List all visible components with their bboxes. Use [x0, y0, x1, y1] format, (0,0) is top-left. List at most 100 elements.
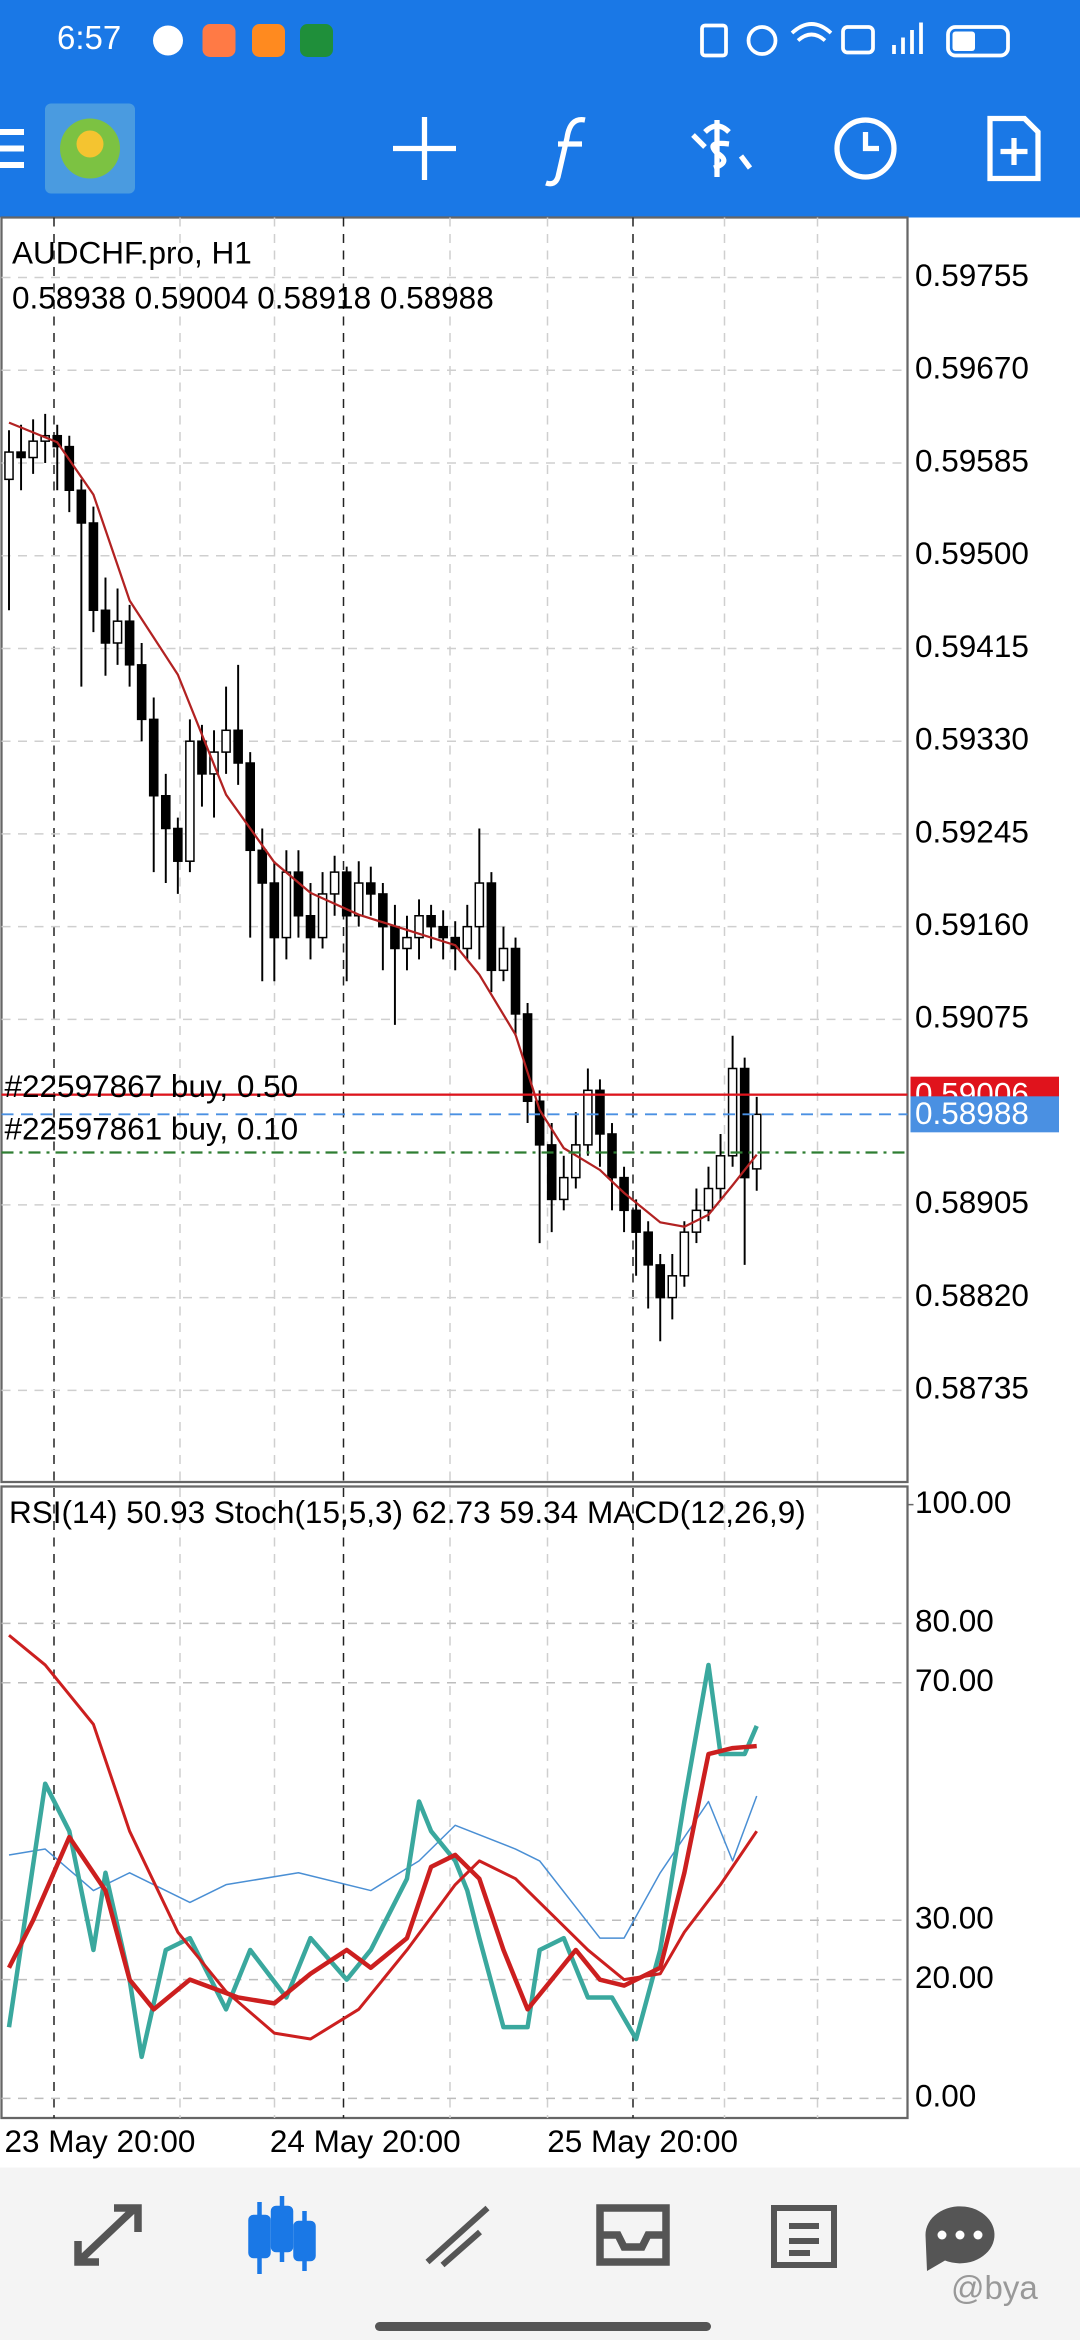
- btn-new-order[interactable]: [987, 115, 1041, 182]
- system-icons: [700, 22, 1010, 58]
- candle-body: [353, 882, 364, 917]
- btn-crosshair[interactable]: [393, 117, 456, 180]
- icon-nfc: [700, 23, 728, 58]
- y-tick-label: 0.59670: [915, 350, 1029, 386]
- candle-body: [124, 620, 135, 666]
- icon-hd: [841, 25, 875, 55]
- price-tag: [910, 1096, 1059, 1133]
- bottom-nav: [0, 2167, 1080, 2340]
- y-tick-label: 0.59415: [915, 628, 1029, 664]
- nav-icons: [74, 2204, 837, 2268]
- y-tick-label: 100.00: [915, 1484, 1011, 1520]
- clock-hands: [862, 132, 879, 152]
- nav-quotes[interactable]: [74, 2204, 142, 2266]
- candle-body: [643, 1231, 653, 1266]
- nav-history[interactable]: [596, 2204, 670, 2266]
- nav-trade[interactable]: [425, 2205, 490, 2268]
- y-tick-label: 0.58905: [915, 1184, 1029, 1220]
- candle-body: [197, 740, 207, 775]
- candle-body: [739, 1067, 750, 1179]
- candle-body: [715, 1155, 726, 1190]
- candle-body: [462, 925, 473, 950]
- candle-body: [281, 871, 292, 939]
- icon-alarm: [746, 25, 778, 56]
- candle-body: [486, 882, 497, 972]
- candle-body: [558, 1176, 569, 1201]
- notification-icons: [153, 24, 333, 57]
- y-tick-label: 30.00: [915, 1900, 994, 1936]
- candle-body: [16, 451, 26, 459]
- nav-chart-body: [293, 2220, 316, 2262]
- icon-signal: [892, 22, 923, 54]
- candle-body: [474, 882, 485, 928]
- x-tick-label: 23 May 20:00: [5, 2123, 196, 2159]
- x-tick-label: 24 May 20:00: [270, 2123, 461, 2159]
- x-tick-label: 25 May 20:00: [547, 2123, 738, 2159]
- candle-body: [88, 522, 99, 612]
- candle-body: [583, 1089, 593, 1146]
- candle-body: [595, 1089, 605, 1135]
- nav-news[interactable]: [771, 2205, 837, 2268]
- candle-body: [136, 664, 147, 721]
- candle-body: [727, 1067, 738, 1157]
- candle-body: [305, 915, 316, 939]
- menu-button[interactable]: [0, 129, 24, 168]
- btn-timeframe[interactable]: [834, 117, 897, 180]
- nav-chart-body: [248, 2214, 271, 2259]
- indicator-line: [6, 1662, 759, 2060]
- candle-body: [414, 915, 424, 939]
- candle-body: [329, 871, 340, 895]
- btn-objects[interactable]: [691, 120, 753, 177]
- y-tick-label: 0.59160: [915, 906, 1029, 942]
- y-tick-label: 20.00: [915, 1959, 994, 1995]
- candle-body: [28, 440, 38, 459]
- candle-body: [160, 794, 171, 830]
- btn-indicators[interactable]: [545, 117, 586, 187]
- main-panel: [0, 216, 909, 1484]
- indicator-line: [8, 1634, 758, 2041]
- y-tick-label: 0.59500: [915, 535, 1029, 571]
- candle-body: [655, 1264, 666, 1299]
- y-tick-label: 0.59075: [915, 999, 1029, 1035]
- candle-body: [148, 718, 159, 797]
- candle-body: [341, 871, 352, 917]
- price-tag-label: 0.58988: [915, 1095, 1029, 1131]
- indicator-header: RSI(14) 50.93 Stoch(15,5,3) 62.73 59.34 …: [9, 1494, 806, 1530]
- candle-body: [510, 947, 521, 1015]
- candle-body: [64, 445, 75, 492]
- y-tick-label: 0.00: [915, 2078, 976, 2114]
- nav-chart-body: [270, 2205, 294, 2253]
- candle-body: [667, 1275, 678, 1299]
- indicator-header-item: MACD(12,26,9): [587, 1494, 806, 1530]
- y-tick-label: 0.58820: [915, 1277, 1029, 1313]
- indicator-header-item: Stoch(15,5,3): [214, 1494, 403, 1530]
- chart-title: AUDCHF.pro, H1: [12, 234, 252, 270]
- dot: [955, 2230, 965, 2240]
- plot-layer: 0.59755 0.59670 0.59585 0.59500 0.59415 0.593…: [1, 217, 1059, 2159]
- candle-body: [534, 1100, 545, 1146]
- candle-body: [571, 1144, 581, 1179]
- candle-body: [269, 882, 280, 939]
- candle-body: [221, 729, 231, 753]
- y-tick-label: 80.00: [915, 1603, 994, 1639]
- icon-app: [202, 24, 236, 57]
- candle-body: [426, 915, 436, 928]
- y-tick-label: 0.59755: [915, 257, 1029, 293]
- nav-chart[interactable]: [248, 2196, 316, 2274]
- icon-wifi: [790, 22, 833, 42]
- dot: [973, 2230, 983, 2240]
- y-tick-label: 0.59330: [915, 721, 1029, 757]
- indicator-header-item: 62.73: [412, 1494, 491, 1530]
- candle-body: [100, 609, 111, 644]
- candle-body: [679, 1231, 690, 1277]
- app-logo-mark: [76, 130, 104, 158]
- candle-body: [522, 1013, 533, 1102]
- indicator-header-item: 59.34: [499, 1494, 578, 1530]
- candle-body: [185, 740, 195, 862]
- battery-level: [952, 31, 975, 51]
- candle-body: [498, 947, 509, 972]
- candle-body: [631, 1209, 641, 1233]
- candle-body: [112, 620, 123, 644]
- icon-app: [300, 24, 333, 57]
- candle-body: [4, 451, 14, 481]
